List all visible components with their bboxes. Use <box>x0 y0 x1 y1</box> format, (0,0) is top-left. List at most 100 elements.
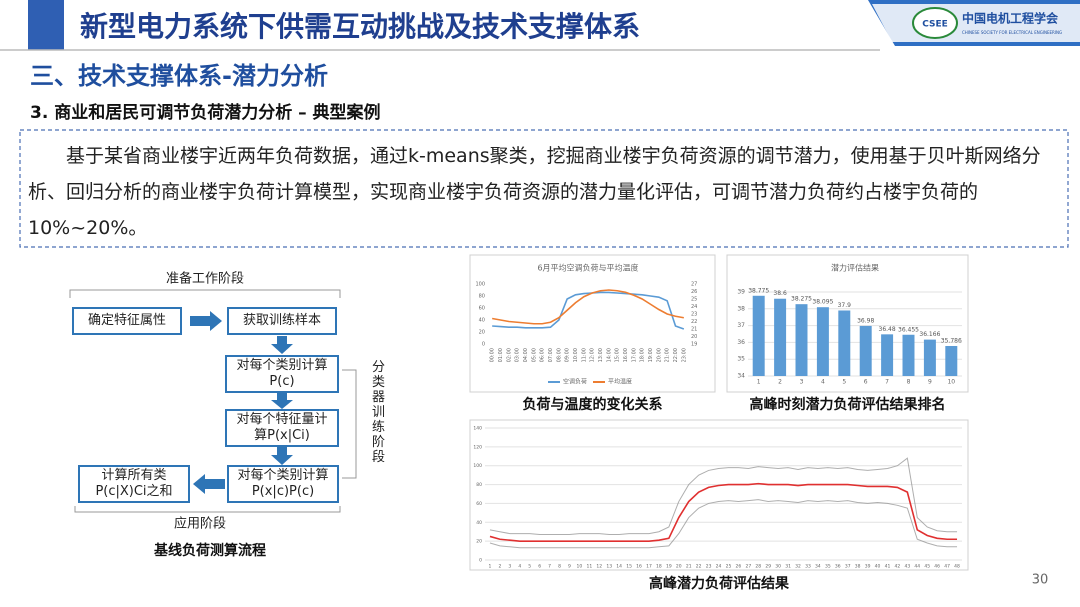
x-tick-label: 2 <box>498 564 501 570</box>
legend-label: 平均温度 <box>608 378 632 386</box>
bar <box>881 334 894 376</box>
bar <box>795 304 808 376</box>
bracket <box>74 506 341 513</box>
data-label: 36.48 <box>879 326 896 333</box>
stage-label: 准备工作阶段 <box>166 271 244 287</box>
x-tick-label: 30 <box>775 564 781 570</box>
x-tick-label: 26 <box>736 564 742 570</box>
x-tick-label: 19 <box>666 564 672 570</box>
x-tick-label: 03:00 <box>515 348 521 362</box>
x-tick-label: 15 <box>626 564 632 570</box>
x-tick-label: 44 <box>914 564 920 570</box>
logo-subtext: CHINESE SOCIETY FOR ELECTRICAL ENGINEERI… <box>962 30 1062 35</box>
x-tick-label: 20 <box>676 564 682 570</box>
y-tick-label: 140 <box>473 426 482 432</box>
data-label: 38.775 <box>748 287 769 294</box>
text-box <box>19 129 1069 248</box>
data-label: 35.786 <box>941 337 962 344</box>
x-tick-label: 39 <box>865 564 871 570</box>
x-tick-label: 28 <box>755 564 761 570</box>
x-tick-label: 45 <box>924 564 930 570</box>
data-label: 37.9 <box>838 302 852 309</box>
x-tick-label: 42 <box>895 564 901 570</box>
data-label: 38.095 <box>812 299 833 306</box>
x-tick-label: 32 <box>795 564 801 570</box>
x-tick-label: 43 <box>904 564 910 570</box>
y2-tick-label: 25 <box>691 297 697 303</box>
y2-tick-label: 19 <box>691 342 697 348</box>
bar <box>816 307 829 376</box>
line <box>489 457 958 536</box>
arrow <box>271 393 293 409</box>
arrow <box>190 311 222 331</box>
data-label: 38.6 <box>773 290 787 297</box>
section-title: 三、技术支撑体系-潜力分析 <box>30 62 328 90</box>
paragraph: 基于某省商业楼宇近两年负荷数据，通过k-means聚类，挖掘商业楼宇负荷资源的调… <box>28 145 1041 239</box>
x-tick-label: 48 <box>954 564 960 570</box>
chart-frame <box>469 254 716 393</box>
x-tick-label: 1 <box>757 379 761 386</box>
x-tick-label: 6 <box>538 564 541 570</box>
x-tick-label: 17:00 <box>631 348 637 362</box>
x-tick-label: 9 <box>928 379 932 386</box>
y-tick-label: 0 <box>482 342 485 348</box>
x-tick-label: 7 <box>548 564 551 570</box>
x-tick-label: 47 <box>944 564 950 570</box>
x-tick-label: 4 <box>821 379 825 386</box>
y-tick-label: 120 <box>473 444 482 450</box>
x-tick-label: 41 <box>885 564 891 570</box>
chart-title: 潜力评估结果 <box>831 263 879 273</box>
x-tick-label: 40 <box>875 564 881 570</box>
y-tick-label: 35 <box>737 356 745 363</box>
x-tick-label: 01:00 <box>498 348 504 362</box>
subsection-title: 3. 商业和居民可调节负荷潜力分析 – 典型案例 <box>30 102 381 123</box>
flow-node: 对每个类别计算P(c) <box>225 355 339 393</box>
x-tick-label: 5 <box>528 564 531 570</box>
x-tick-label: 38 <box>855 564 861 570</box>
x-tick-label: 21:00 <box>665 348 671 362</box>
bar <box>838 310 851 376</box>
x-tick-label: 16:00 <box>623 348 629 362</box>
x-tick-label: 21 <box>686 564 692 570</box>
x-tick-label: 8 <box>558 564 561 570</box>
x-tick-label: 3 <box>800 379 804 386</box>
line <box>492 291 685 330</box>
stage-label: 应用阶段 <box>174 516 226 532</box>
bar <box>902 334 915 376</box>
x-tick-label: 29 <box>765 564 771 570</box>
x-tick-label: 05:00 <box>531 348 537 362</box>
y-tick-label: 100 <box>475 282 485 288</box>
y-tick-label: 34 <box>737 373 745 380</box>
arrow <box>271 447 293 465</box>
chart-frame <box>469 419 969 571</box>
x-tick-label: 37 <box>845 564 851 570</box>
data-label: 36.455 <box>898 326 919 333</box>
flow-node: 获取训练样本 <box>227 307 337 335</box>
y-tick-label: 80 <box>476 482 482 488</box>
x-tick-label: 5 <box>842 379 846 386</box>
x-tick-label: 7 <box>885 379 889 386</box>
x-tick-label: 11 <box>586 564 592 570</box>
x-tick-label: 13 <box>606 564 612 570</box>
y2-tick-label: 24 <box>691 304 697 310</box>
bar <box>859 325 872 376</box>
y-tick-label: 36 <box>737 339 745 346</box>
bracket <box>342 369 357 479</box>
x-tick-label: 02:00 <box>506 348 512 362</box>
x-tick-label: 36 <box>835 564 841 570</box>
flow-node: 对每个类别计算P(x|c)P(c) <box>227 465 339 503</box>
x-tick-label: 14:00 <box>606 348 612 362</box>
y-tick-label: 80 <box>479 294 485 300</box>
x-tick-label: 06:00 <box>540 348 546 362</box>
slide-title: 新型电力系统下供需互动挑战及技术支撑体系 <box>80 10 640 43</box>
x-tick-label: 25 <box>726 564 732 570</box>
page-number: 30 <box>1032 573 1049 588</box>
x-tick-label: 10 <box>577 564 583 570</box>
x-tick-label: 33 <box>805 564 811 570</box>
x-tick-label: 11:00 <box>581 348 587 362</box>
x-tick-label: 2 <box>778 379 782 386</box>
chart-caption: 高峰时刻潜力负荷评估结果排名 <box>750 396 946 413</box>
x-tick-label: 23:00 <box>681 348 687 362</box>
